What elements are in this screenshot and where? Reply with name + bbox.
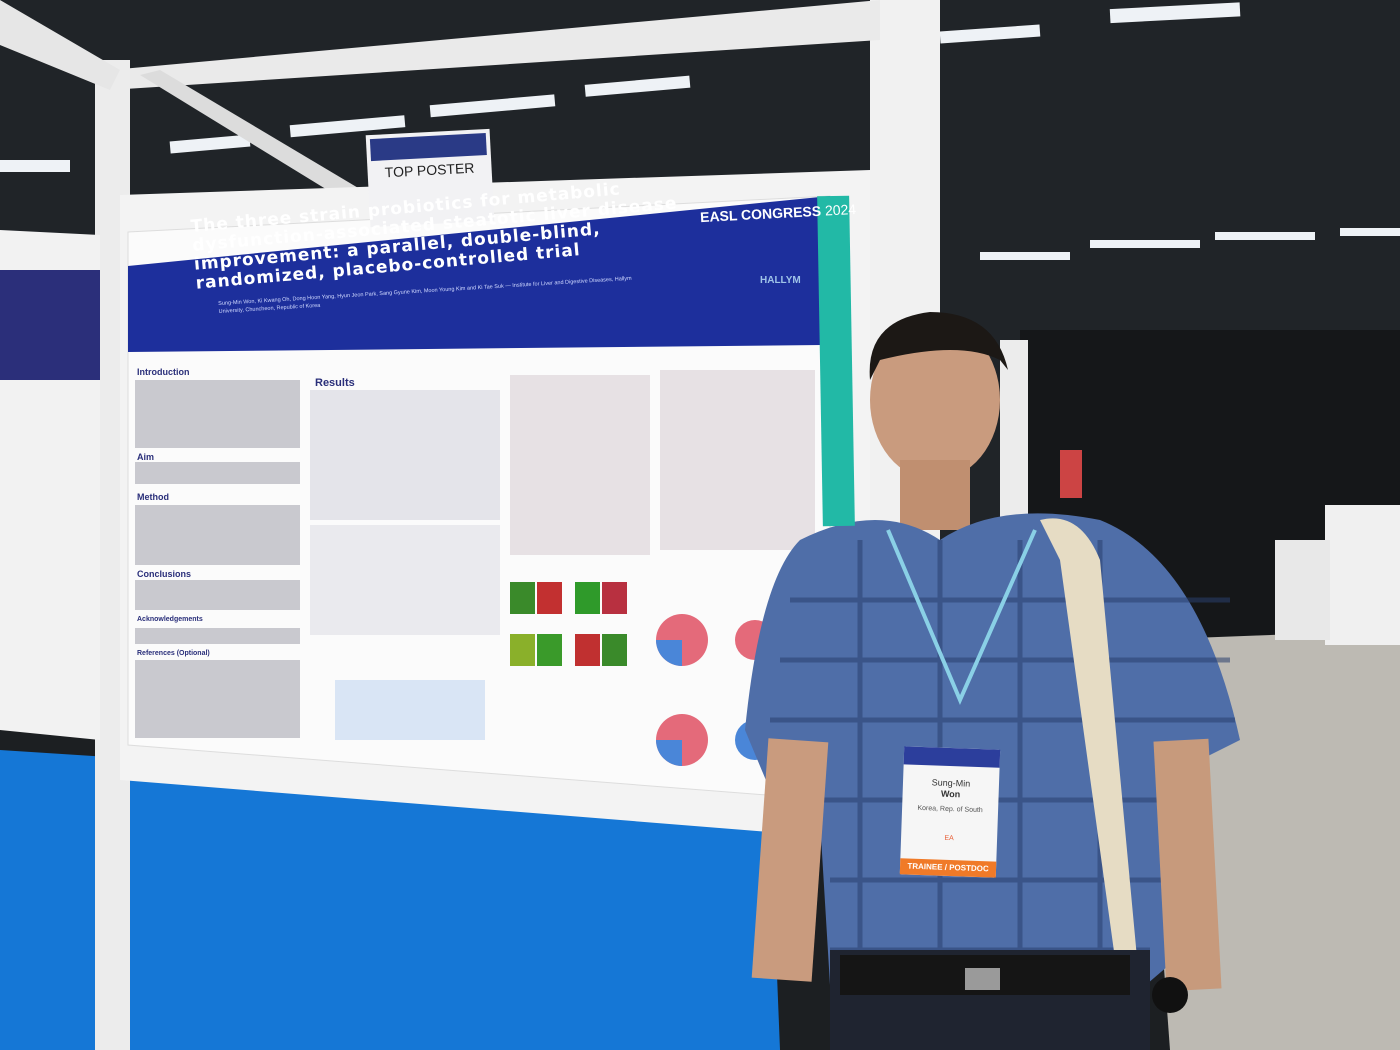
- section-introduction: Introduction: [137, 367, 190, 377]
- name-badge: Sung-Min Won Korea, Rep. of South EA TRA…: [899, 746, 1001, 878]
- section-references: References (Optional): [137, 650, 210, 657]
- badge-country: Korea, Rep. of South: [917, 804, 983, 815]
- section-conclusions: Conclusions: [137, 569, 192, 579]
- person: [745, 312, 1240, 1050]
- backpack-strap: [1040, 518, 1140, 995]
- poster-header: [128, 196, 830, 352]
- blue-carpet: [0, 750, 780, 1050]
- section-acknowledgements: Acknowledgements: [137, 616, 203, 623]
- face: [870, 320, 1000, 480]
- results-table: [310, 390, 500, 520]
- sign-logo-strip: [369, 133, 487, 162]
- section-results: Results: [315, 377, 355, 389]
- figure-panels: [510, 370, 815, 555]
- watch: [1152, 977, 1188, 1013]
- sign-label: TOP POSTER: [384, 159, 475, 181]
- section-aim: Aim: [137, 452, 155, 462]
- congress-year: 2024: [824, 200, 857, 219]
- hair: [869, 312, 1008, 380]
- heatmaps: [510, 582, 627, 666]
- poster-side-strip: [817, 195, 855, 527]
- lanyard: [886, 529, 1037, 706]
- institution-logo: HALLYM: [760, 275, 801, 286]
- section-method: Method: [137, 492, 169, 502]
- poster-text-blocks: [135, 380, 300, 738]
- badge-header: [903, 746, 1001, 768]
- badge-last-name: Won: [940, 788, 961, 800]
- badge-category: TRAINEE / POSTDOC: [899, 858, 997, 878]
- badge-code: EA: [944, 834, 954, 843]
- ceiling-lights: [0, 2, 1400, 260]
